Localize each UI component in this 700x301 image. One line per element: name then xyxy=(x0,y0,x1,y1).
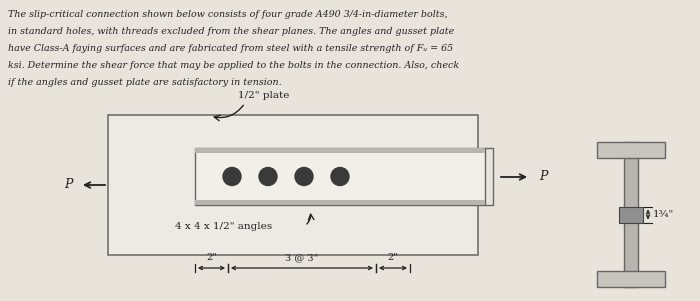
Circle shape xyxy=(223,167,241,185)
Text: ksi. Determine the shear force that may be applied to the bolts in the connectio: ksi. Determine the shear force that may … xyxy=(8,61,459,70)
Bar xyxy=(195,200,485,205)
Bar xyxy=(597,142,665,158)
Bar xyxy=(597,271,665,287)
Bar xyxy=(195,148,485,153)
Circle shape xyxy=(331,167,349,185)
Circle shape xyxy=(295,167,313,185)
Bar xyxy=(624,142,638,287)
Text: in standard holes, with threads excluded from the shear planes. The angles and g: in standard holes, with threads excluded… xyxy=(8,27,454,36)
Bar xyxy=(619,206,643,222)
Text: P: P xyxy=(539,170,547,184)
Text: 3 @ 3": 3 @ 3" xyxy=(286,253,318,262)
Text: 1³⁄₄": 1³⁄₄" xyxy=(653,210,674,219)
Text: 4 x 4 x 1/2" angles: 4 x 4 x 1/2" angles xyxy=(175,222,272,231)
Text: 2": 2" xyxy=(388,253,398,262)
Bar xyxy=(108,115,478,255)
Text: 2": 2" xyxy=(206,253,217,262)
Bar xyxy=(195,148,485,205)
Text: have Class-A faying surfaces and are fabricated from steel with a tensile streng: have Class-A faying surfaces and are fab… xyxy=(8,44,453,53)
Text: if the angles and gusset plate are satisfactory in tension.: if the angles and gusset plate are satis… xyxy=(8,78,281,87)
Text: 1/2" plate: 1/2" plate xyxy=(238,91,289,100)
Text: The slip-critical connection shown below consists of four grade A490 3/4-in-diam: The slip-critical connection shown below… xyxy=(8,10,447,19)
Text: P: P xyxy=(64,178,72,191)
Circle shape xyxy=(259,167,277,185)
